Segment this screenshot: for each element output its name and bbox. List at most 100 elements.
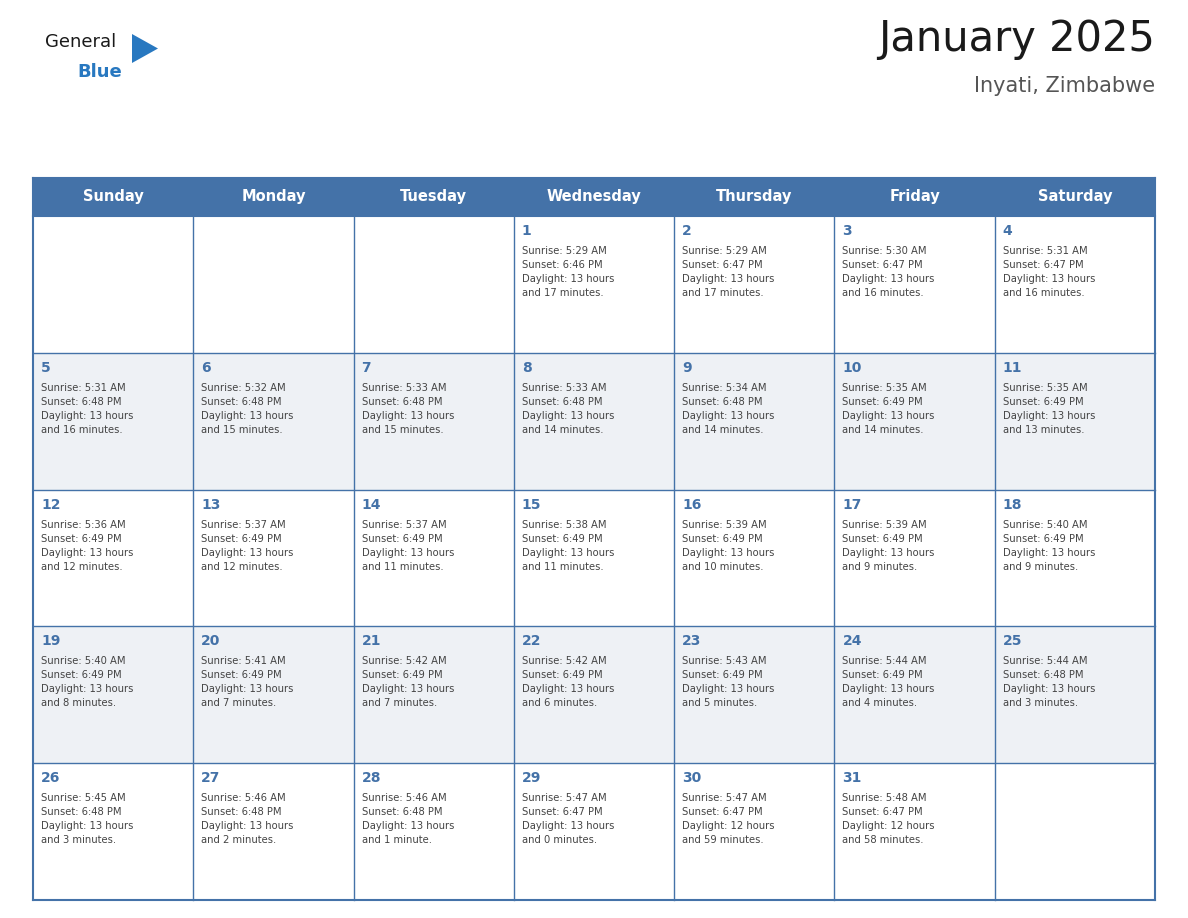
Bar [354,353,514,489]
Bar [194,216,354,353]
Bar [674,216,834,353]
Bar [194,489,354,626]
Text: 14: 14 [361,498,381,511]
Text: 28: 28 [361,771,381,785]
Text: 22: 22 [522,634,542,648]
Text: Sunrise: 5:37 AM
Sunset: 6:49 PM
Daylight: 13 hours
and 12 minutes.: Sunrise: 5:37 AM Sunset: 6:49 PM Dayligh… [201,520,293,572]
Text: 6: 6 [201,361,211,375]
Bar [834,763,994,900]
Text: 29: 29 [522,771,542,785]
Text: Sunrise: 5:44 AM
Sunset: 6:49 PM
Daylight: 13 hours
and 4 minutes.: Sunrise: 5:44 AM Sunset: 6:49 PM Dayligh… [842,656,935,709]
Text: January 2025: January 2025 [878,18,1155,60]
Text: 11: 11 [1003,361,1022,375]
Text: 9: 9 [682,361,691,375]
Text: Sunrise: 5:39 AM
Sunset: 6:49 PM
Daylight: 13 hours
and 10 minutes.: Sunrise: 5:39 AM Sunset: 6:49 PM Dayligh… [682,520,775,572]
Text: 3: 3 [842,224,852,238]
Text: 25: 25 [1003,634,1022,648]
Text: 31: 31 [842,771,861,785]
Text: Sunrise: 5:47 AM
Sunset: 6:47 PM
Daylight: 13 hours
and 0 minutes.: Sunrise: 5:47 AM Sunset: 6:47 PM Dayligh… [522,793,614,845]
Text: Tuesday: Tuesday [400,189,467,205]
Text: Sunrise: 5:40 AM
Sunset: 6:49 PM
Daylight: 13 hours
and 8 minutes.: Sunrise: 5:40 AM Sunset: 6:49 PM Dayligh… [42,656,133,709]
Text: Thursday: Thursday [716,189,792,205]
Text: Sunrise: 5:42 AM
Sunset: 6:49 PM
Daylight: 13 hours
and 7 minutes.: Sunrise: 5:42 AM Sunset: 6:49 PM Dayligh… [361,656,454,709]
Text: Sunrise: 5:39 AM
Sunset: 6:49 PM
Daylight: 13 hours
and 9 minutes.: Sunrise: 5:39 AM Sunset: 6:49 PM Dayligh… [842,520,935,572]
Text: Sunrise: 5:31 AM
Sunset: 6:47 PM
Daylight: 13 hours
and 16 minutes.: Sunrise: 5:31 AM Sunset: 6:47 PM Dayligh… [1003,246,1095,298]
Text: Sunrise: 5:32 AM
Sunset: 6:48 PM
Daylight: 13 hours
and 15 minutes.: Sunrise: 5:32 AM Sunset: 6:48 PM Dayligh… [201,383,293,435]
Text: Sunrise: 5:48 AM
Sunset: 6:47 PM
Daylight: 12 hours
and 58 minutes.: Sunrise: 5:48 AM Sunset: 6:47 PM Dayligh… [842,793,935,845]
Text: Sunrise: 5:43 AM
Sunset: 6:49 PM
Daylight: 13 hours
and 5 minutes.: Sunrise: 5:43 AM Sunset: 6:49 PM Dayligh… [682,656,775,709]
Text: 17: 17 [842,498,861,511]
Text: Friday: Friday [889,189,940,205]
Bar [994,216,1155,353]
Text: 5: 5 [42,361,51,375]
Text: Sunrise: 5:38 AM
Sunset: 6:49 PM
Daylight: 13 hours
and 11 minutes.: Sunrise: 5:38 AM Sunset: 6:49 PM Dayligh… [522,520,614,572]
Text: Sunrise: 5:37 AM
Sunset: 6:49 PM
Daylight: 13 hours
and 11 minutes.: Sunrise: 5:37 AM Sunset: 6:49 PM Dayligh… [361,520,454,572]
Bar [194,626,354,763]
Bar [33,216,194,353]
Text: Sunrise: 5:31 AM
Sunset: 6:48 PM
Daylight: 13 hours
and 16 minutes.: Sunrise: 5:31 AM Sunset: 6:48 PM Dayligh… [42,383,133,435]
Bar [33,178,1155,216]
Text: Sunday: Sunday [83,189,144,205]
Text: 12: 12 [42,498,61,511]
Bar [994,763,1155,900]
Text: Sunrise: 5:40 AM
Sunset: 6:49 PM
Daylight: 13 hours
and 9 minutes.: Sunrise: 5:40 AM Sunset: 6:49 PM Dayligh… [1003,520,1095,572]
Text: 23: 23 [682,634,702,648]
Bar [674,626,834,763]
Bar [514,763,674,900]
Text: 2: 2 [682,224,691,238]
Bar [674,489,834,626]
Text: 30: 30 [682,771,701,785]
Text: 18: 18 [1003,498,1022,511]
Text: Sunrise: 5:41 AM
Sunset: 6:49 PM
Daylight: 13 hours
and 7 minutes.: Sunrise: 5:41 AM Sunset: 6:49 PM Dayligh… [201,656,293,709]
Text: General: General [45,33,116,51]
Text: Sunrise: 5:29 AM
Sunset: 6:46 PM
Daylight: 13 hours
and 17 minutes.: Sunrise: 5:29 AM Sunset: 6:46 PM Dayligh… [522,246,614,298]
Bar [834,489,994,626]
Text: 26: 26 [42,771,61,785]
Bar [514,216,674,353]
Text: Inyati, Zimbabwe: Inyati, Zimbabwe [974,76,1155,96]
Text: 19: 19 [42,634,61,648]
Text: 27: 27 [201,771,221,785]
Bar [834,626,994,763]
Text: 1: 1 [522,224,531,238]
Bar [834,353,994,489]
Text: Sunrise: 5:46 AM
Sunset: 6:48 PM
Daylight: 13 hours
and 2 minutes.: Sunrise: 5:46 AM Sunset: 6:48 PM Dayligh… [201,793,293,845]
Text: 10: 10 [842,361,861,375]
Bar [194,763,354,900]
Text: Sunrise: 5:47 AM
Sunset: 6:47 PM
Daylight: 12 hours
and 59 minutes.: Sunrise: 5:47 AM Sunset: 6:47 PM Dayligh… [682,793,775,845]
Text: Sunrise: 5:34 AM
Sunset: 6:48 PM
Daylight: 13 hours
and 14 minutes.: Sunrise: 5:34 AM Sunset: 6:48 PM Dayligh… [682,383,775,435]
Text: 21: 21 [361,634,381,648]
Text: Sunrise: 5:45 AM
Sunset: 6:48 PM
Daylight: 13 hours
and 3 minutes.: Sunrise: 5:45 AM Sunset: 6:48 PM Dayligh… [42,793,133,845]
Bar [994,489,1155,626]
Text: Sunrise: 5:29 AM
Sunset: 6:47 PM
Daylight: 13 hours
and 17 minutes.: Sunrise: 5:29 AM Sunset: 6:47 PM Dayligh… [682,246,775,298]
Bar [834,216,994,353]
Bar [994,353,1155,489]
Bar [354,763,514,900]
Text: Sunrise: 5:35 AM
Sunset: 6:49 PM
Daylight: 13 hours
and 14 minutes.: Sunrise: 5:35 AM Sunset: 6:49 PM Dayligh… [842,383,935,435]
Text: Monday: Monday [241,189,305,205]
Bar [354,489,514,626]
Bar [354,626,514,763]
Bar [674,353,834,489]
Bar [33,489,194,626]
Text: 7: 7 [361,361,371,375]
Text: 4: 4 [1003,224,1012,238]
Bar [514,626,674,763]
Text: 16: 16 [682,498,702,511]
Text: 20: 20 [201,634,221,648]
Text: 15: 15 [522,498,542,511]
Bar [994,626,1155,763]
Text: Sunrise: 5:35 AM
Sunset: 6:49 PM
Daylight: 13 hours
and 13 minutes.: Sunrise: 5:35 AM Sunset: 6:49 PM Dayligh… [1003,383,1095,435]
Text: Sunrise: 5:36 AM
Sunset: 6:49 PM
Daylight: 13 hours
and 12 minutes.: Sunrise: 5:36 AM Sunset: 6:49 PM Dayligh… [42,520,133,572]
Text: Sunrise: 5:33 AM
Sunset: 6:48 PM
Daylight: 13 hours
and 14 minutes.: Sunrise: 5:33 AM Sunset: 6:48 PM Dayligh… [522,383,614,435]
Bar [194,353,354,489]
Text: Sunrise: 5:33 AM
Sunset: 6:48 PM
Daylight: 13 hours
and 15 minutes.: Sunrise: 5:33 AM Sunset: 6:48 PM Dayligh… [361,383,454,435]
Text: 13: 13 [201,498,221,511]
Text: Sunrise: 5:30 AM
Sunset: 6:47 PM
Daylight: 13 hours
and 16 minutes.: Sunrise: 5:30 AM Sunset: 6:47 PM Dayligh… [842,246,935,298]
Bar [33,763,194,900]
Text: Sunrise: 5:42 AM
Sunset: 6:49 PM
Daylight: 13 hours
and 6 minutes.: Sunrise: 5:42 AM Sunset: 6:49 PM Dayligh… [522,656,614,709]
Bar [33,353,194,489]
Bar [514,489,674,626]
Polygon shape [132,34,158,63]
Text: 24: 24 [842,634,862,648]
